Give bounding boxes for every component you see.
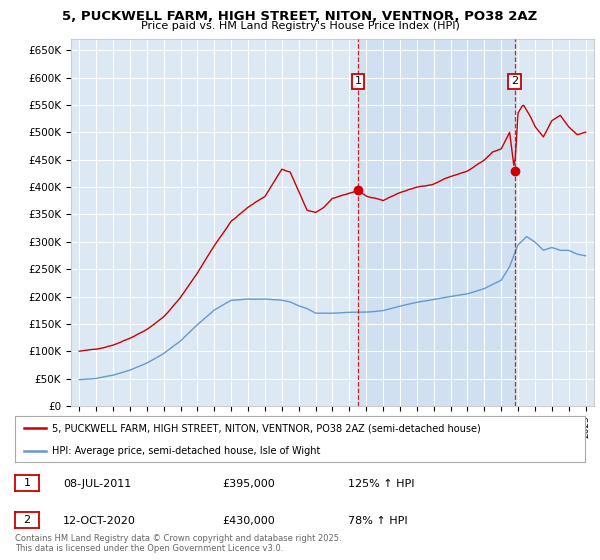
Text: 1: 1 — [23, 478, 31, 488]
Text: 78% ↑ HPI: 78% ↑ HPI — [348, 516, 407, 526]
Text: 5, PUCKWELL FARM, HIGH STREET, NITON, VENTNOR, PO38 2AZ: 5, PUCKWELL FARM, HIGH STREET, NITON, VE… — [62, 10, 538, 23]
Text: HPI: Average price, semi-detached house, Isle of Wight: HPI: Average price, semi-detached house,… — [52, 446, 320, 455]
Text: 5, PUCKWELL FARM, HIGH STREET, NITON, VENTNOR, PO38 2AZ (semi-detached house): 5, PUCKWELL FARM, HIGH STREET, NITON, VE… — [52, 423, 481, 433]
Text: £430,000: £430,000 — [222, 516, 275, 526]
Text: 125% ↑ HPI: 125% ↑ HPI — [348, 479, 415, 489]
Text: 12-OCT-2020: 12-OCT-2020 — [63, 516, 136, 526]
Text: 2: 2 — [511, 76, 518, 86]
Text: 08-JUL-2011: 08-JUL-2011 — [63, 479, 131, 489]
Text: 2: 2 — [23, 515, 31, 525]
Text: £395,000: £395,000 — [222, 479, 275, 489]
Text: Contains HM Land Registry data © Crown copyright and database right 2025.
This d: Contains HM Land Registry data © Crown c… — [15, 534, 341, 553]
Bar — [358, 39, 515, 406]
Text: 1: 1 — [355, 76, 362, 86]
Text: Price paid vs. HM Land Registry's House Price Index (HPI): Price paid vs. HM Land Registry's House … — [140, 21, 460, 31]
